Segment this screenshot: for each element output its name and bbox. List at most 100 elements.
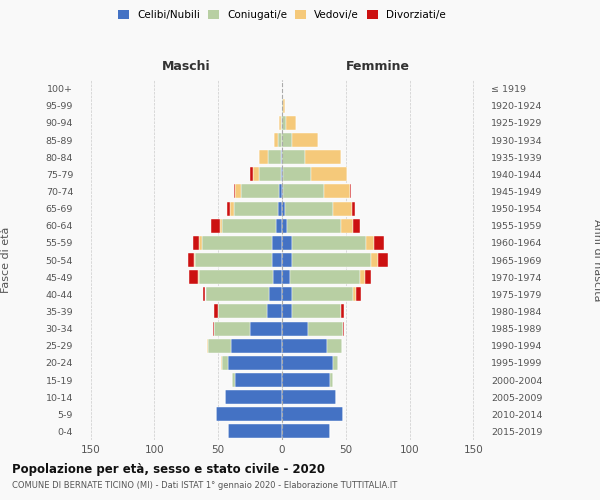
Bar (227, 202, 230, 215)
Bar (282, 390, 335, 404)
Bar (324, 184, 350, 198)
Bar (267, 304, 282, 318)
Bar (199, 236, 202, 250)
Bar (308, 322, 343, 336)
Bar (305, 150, 341, 164)
Bar (216, 408, 282, 422)
Bar (273, 270, 282, 284)
Bar (221, 356, 222, 370)
Bar (333, 202, 352, 215)
Bar (281, 168, 282, 181)
Bar (292, 133, 318, 147)
Text: COMUNE DI BERNATE TICINO (MI) - Dati ISTAT 1° gennaio 2020 - Elaborazione TUTTIT: COMUNE DI BERNATE TICINO (MI) - Dati IST… (12, 481, 397, 490)
Bar (282, 202, 284, 215)
Text: Maschi: Maschi (161, 60, 211, 72)
Text: Popolazione per età, sesso e stato civile - 2020: Popolazione per età, sesso e stato civil… (12, 462, 325, 475)
Bar (196, 253, 272, 267)
Bar (275, 218, 282, 232)
Bar (213, 322, 214, 336)
Bar (232, 373, 235, 387)
Bar (231, 338, 282, 352)
Bar (283, 168, 311, 181)
Bar (282, 98, 283, 112)
Bar (360, 270, 365, 284)
Bar (282, 116, 286, 130)
Text: Fasce di età: Fasce di età (1, 227, 11, 293)
Bar (286, 116, 296, 130)
Bar (366, 236, 374, 250)
Bar (214, 322, 250, 336)
Bar (282, 304, 292, 318)
Bar (194, 253, 196, 267)
Bar (235, 184, 241, 198)
Bar (230, 202, 233, 215)
Bar (193, 236, 199, 250)
Bar (259, 168, 281, 181)
Bar (292, 236, 366, 250)
Bar (282, 236, 292, 250)
Bar (229, 356, 282, 370)
Bar (203, 288, 206, 302)
Bar (341, 304, 344, 318)
Bar (341, 218, 353, 232)
Bar (282, 424, 331, 438)
Bar (282, 338, 326, 352)
Bar (282, 270, 290, 284)
Bar (365, 270, 371, 284)
Bar (241, 184, 280, 198)
Bar (356, 288, 361, 302)
Bar (284, 202, 333, 215)
Bar (353, 288, 356, 302)
Bar (268, 150, 281, 164)
Bar (311, 168, 347, 181)
Bar (287, 218, 341, 232)
Bar (282, 356, 333, 370)
Bar (283, 98, 284, 112)
Bar (353, 218, 360, 232)
Bar (218, 304, 267, 318)
Bar (259, 150, 268, 164)
Text: Femmine: Femmine (346, 60, 410, 72)
Bar (333, 356, 338, 370)
Bar (280, 116, 281, 130)
Bar (250, 168, 253, 181)
Text: Anni di nascita: Anni di nascita (592, 219, 600, 301)
Bar (220, 218, 222, 232)
Bar (199, 270, 273, 284)
Bar (222, 218, 275, 232)
Bar (282, 150, 305, 164)
Bar (374, 236, 384, 250)
Bar (233, 184, 235, 198)
Bar (274, 133, 278, 147)
Bar (229, 424, 282, 438)
Bar (292, 304, 341, 318)
Bar (272, 236, 282, 250)
Legend: Celibi/Nubili, Coniugati/e, Vedovi/e, Divorziati/e: Celibi/Nubili, Coniugati/e, Vedovi/e, Di… (114, 6, 450, 25)
Bar (207, 338, 208, 352)
Bar (282, 288, 292, 302)
Bar (282, 322, 308, 336)
Bar (377, 253, 388, 267)
Bar (326, 338, 342, 352)
Bar (352, 202, 355, 215)
Bar (282, 133, 292, 147)
Bar (331, 373, 333, 387)
Bar (343, 322, 344, 336)
Bar (188, 253, 194, 267)
Bar (292, 288, 353, 302)
Bar (350, 184, 351, 198)
Bar (282, 168, 283, 181)
Bar (280, 184, 282, 198)
Bar (224, 390, 282, 404)
Bar (292, 253, 371, 267)
Bar (283, 184, 324, 198)
Bar (278, 202, 282, 215)
Bar (282, 408, 343, 422)
Bar (282, 373, 331, 387)
Bar (281, 116, 282, 130)
Bar (208, 338, 231, 352)
Bar (272, 253, 282, 267)
Bar (253, 168, 259, 181)
Bar (189, 270, 198, 284)
Bar (235, 373, 282, 387)
